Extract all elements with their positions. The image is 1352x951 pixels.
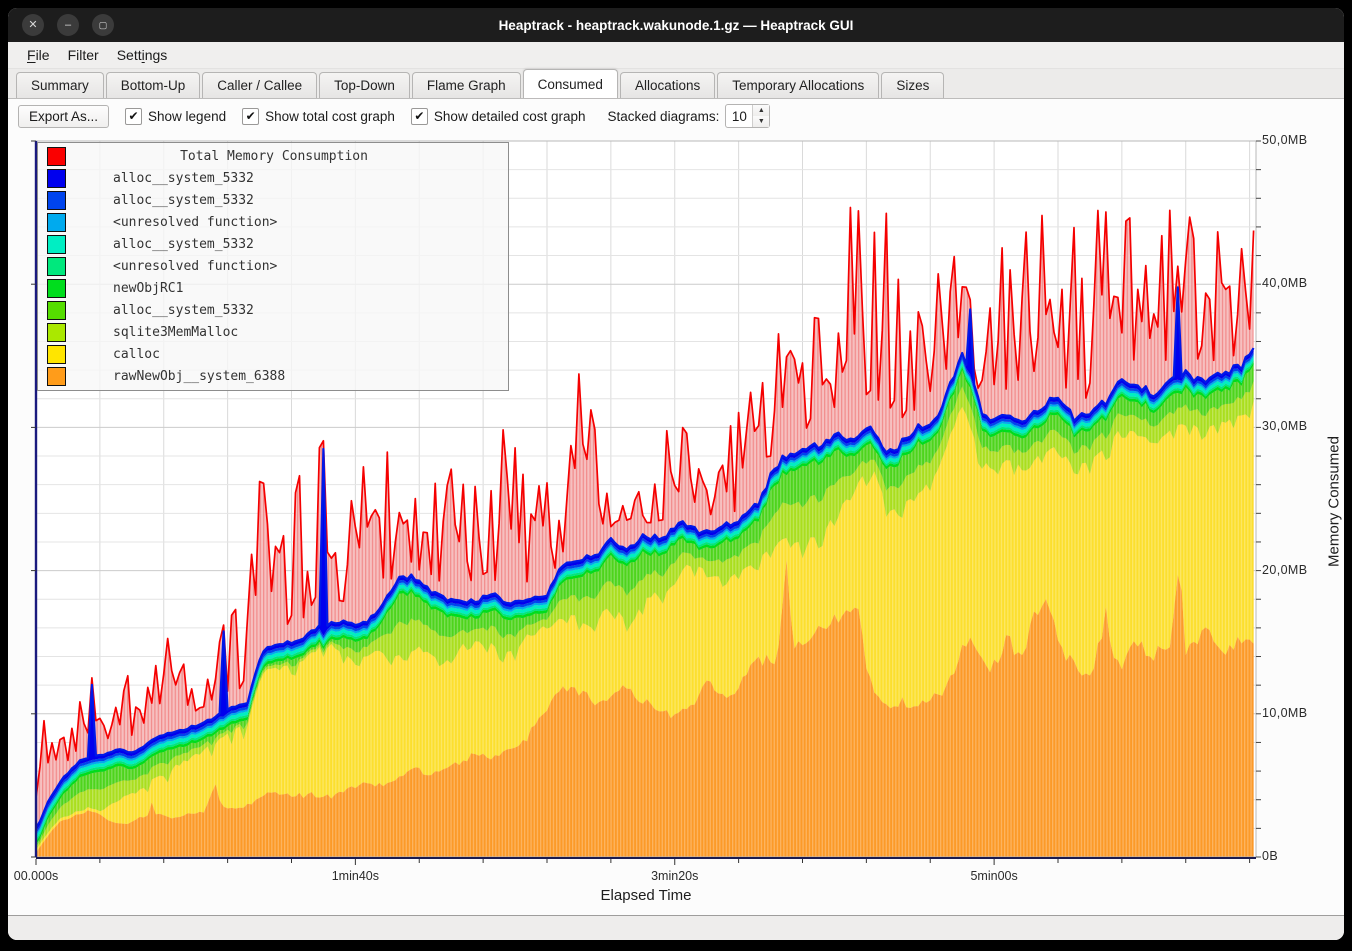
x-tick-label: 5min00s xyxy=(970,869,1018,883)
menu-settings[interactable]: Settings xyxy=(116,47,168,63)
legend-item: newObjRC1 xyxy=(38,277,508,299)
maximize-button[interactable]: ▢ xyxy=(92,14,114,36)
legend-swatch-icon xyxy=(47,344,66,364)
legend-label: <unresolved function> xyxy=(113,214,278,230)
checkbox-show-total-cost-graph[interactable]: ✔ Show total cost graph xyxy=(242,107,395,125)
checkbox-group: ✔ Show legend ✔ Show total cost graph ✔ Show … xyxy=(109,107,586,125)
minimize-button[interactable]: – xyxy=(57,14,79,36)
y-tick-label: 40,0MB xyxy=(1262,276,1308,291)
chart-legend: Total Memory Consumption alloc__system_53… xyxy=(37,142,509,391)
tab-bar: Summary Bottom-Up Caller / Callee Top-Down F… xyxy=(8,69,1344,99)
legend-label: alloc__system_5332 xyxy=(113,192,254,208)
y-tick-label: 20,0MB xyxy=(1262,562,1308,577)
window-title: Heaptrack - heaptrack.wakunode.1.gz — He… xyxy=(498,17,854,33)
legend-item: calloc xyxy=(38,343,508,365)
legend-swatch-icon xyxy=(47,278,66,298)
stacked-diagrams-value: 10 xyxy=(731,108,747,124)
legend-swatch-icon xyxy=(47,190,66,210)
legend-swatch-icon xyxy=(47,234,66,254)
spin-up-icon[interactable]: ▲ xyxy=(753,105,770,116)
export-as-button[interactable]: Export As... xyxy=(18,104,110,128)
legend-item: alloc__system_5332 xyxy=(38,233,508,255)
tab-temporary-allocations[interactable]: Temporary Allocations xyxy=(717,72,880,98)
legend-swatch-icon xyxy=(47,300,66,320)
checkbox-icon[interactable]: ✔ xyxy=(242,107,260,125)
legend-item: sqlite3MemMalloc xyxy=(38,321,508,343)
spin-down-icon[interactable]: ▼ xyxy=(753,116,770,127)
legend-label: sqlite3MemMalloc xyxy=(113,324,239,340)
x-axis-title: Elapsed Time xyxy=(600,887,692,904)
tab-top-down[interactable]: Top-Down xyxy=(319,72,410,98)
legend-label: alloc__system_5332 xyxy=(113,302,254,318)
chart-area: Total Memory Consumption alloc__system_53… xyxy=(8,133,1344,915)
x-tick-label: 00.000s xyxy=(13,869,59,883)
y-tick-label: 30,0MB xyxy=(1262,419,1308,434)
y-tick-label: 0B xyxy=(1262,849,1279,863)
legend-label: alloc__system_5332 xyxy=(113,170,254,186)
checkbox-icon[interactable]: ✔ xyxy=(125,107,143,125)
legend-swatch-icon xyxy=(47,256,66,276)
legend-item: alloc__system_5332 xyxy=(38,299,508,321)
y-axis-title: Memory Consumed xyxy=(1325,436,1343,567)
title-bar: ✕ – ▢ Heaptrack - heaptrack.wakunode.1.gz … xyxy=(8,8,1344,42)
legend-label: rawNewObj__system_6388 xyxy=(113,368,286,384)
stacked-diagrams-spinbox[interactable]: 10 ▲ ▼ xyxy=(725,104,771,128)
legend-item: <unresolved function> xyxy=(38,255,508,277)
menu-file[interactable]: File xyxy=(27,47,50,63)
legend-swatch-icon xyxy=(47,212,66,232)
spin-arrows: ▲ ▼ xyxy=(752,105,770,127)
legend-label: Total Memory Consumption xyxy=(180,148,368,164)
x-tick-label: 3min20s xyxy=(651,869,699,883)
legend-item: rawNewObj__system_6388 xyxy=(38,365,508,387)
tab-consumed[interactable]: Consumed xyxy=(522,69,618,98)
memory-consumption-chart[interactable] xyxy=(28,133,1264,865)
window-buttons: ✕ – ▢ xyxy=(22,14,114,36)
legend-item: alloc__system_5332 xyxy=(38,167,508,189)
legend-swatch-icon xyxy=(47,168,66,188)
tab-sizes[interactable]: Sizes xyxy=(881,72,945,98)
legend-label: <unresolved function> xyxy=(113,258,278,274)
tab-bottom-up[interactable]: Bottom-Up xyxy=(105,72,201,98)
checkbox-label: Show legend xyxy=(148,108,227,124)
checkbox-label: Show detailed cost graph xyxy=(433,108,586,124)
y-tick-label: 50,0MB xyxy=(1262,133,1308,147)
legend-item: alloc__system_5332 xyxy=(38,189,508,211)
y-tick-label: 10,0MB xyxy=(1262,705,1308,720)
legend-label: alloc__system_5332 xyxy=(113,236,254,252)
legend-item: Total Memory Consumption xyxy=(38,145,508,167)
tab-caller-callee[interactable]: Caller / Callee xyxy=(202,72,318,98)
menu-filter[interactable]: Filter xyxy=(67,47,99,63)
tab-flame-graph[interactable]: Flame Graph xyxy=(411,72,521,98)
status-strip xyxy=(8,915,1344,940)
checkbox-show-detailed-cost-graph[interactable]: ✔ Show detailed cost graph xyxy=(410,107,586,125)
legend-label: newObjRC1 xyxy=(113,280,184,296)
checkbox-show-legend[interactable]: ✔ Show legend xyxy=(125,107,227,125)
legend-swatch-icon xyxy=(47,322,66,342)
menu-bar: File Filter Settings xyxy=(8,42,1344,69)
checkbox-label: Show total cost graph xyxy=(265,108,395,124)
close-button[interactable]: ✕ xyxy=(22,14,44,36)
legend-item: <unresolved function> xyxy=(38,211,508,233)
legend-label: calloc xyxy=(113,346,160,362)
stacked-diagrams-label: Stacked diagrams: xyxy=(607,108,720,124)
app-window: ✕ – ▢ Heaptrack - heaptrack.wakunode.1.gz … xyxy=(8,8,1344,940)
tab-allocations[interactable]: Allocations xyxy=(619,72,716,98)
tab-summary[interactable]: Summary xyxy=(16,72,104,98)
legend-swatch-icon xyxy=(47,146,66,166)
checkbox-icon[interactable]: ✔ xyxy=(410,107,428,125)
legend-swatch-icon xyxy=(47,366,66,386)
x-tick-label: 1min40s xyxy=(331,869,379,883)
chart-toolbar: Export As... ✔ Show legend ✔ Show total cos… xyxy=(8,99,1344,133)
